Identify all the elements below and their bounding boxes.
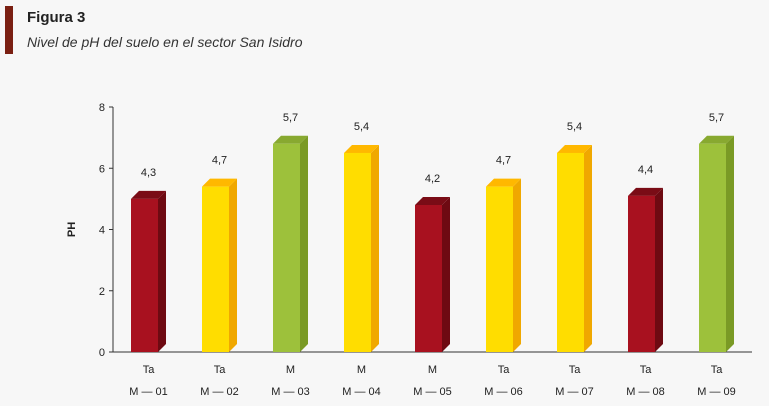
bar-front: [202, 186, 229, 352]
bar-top: [486, 178, 521, 187]
bar-side: [442, 197, 450, 352]
x-code-label: M: [286, 364, 295, 376]
figure-caption: Nivel de pH del suelo en el sector San I…: [27, 34, 303, 50]
bar-top: [699, 135, 734, 144]
x-code-label: Ta: [498, 364, 511, 376]
bar-side: [584, 144, 592, 352]
bar-front: [131, 198, 158, 352]
bar-front: [486, 186, 513, 352]
bar-top: [131, 190, 166, 199]
y-axis-label: PH: [66, 222, 78, 237]
bar-front: [273, 143, 300, 352]
bar-top: [415, 197, 450, 205]
data-label: 4,7: [212, 155, 227, 167]
y-tick-label: 2: [99, 286, 105, 298]
bar-front: [628, 195, 655, 352]
x-tick-label: M — 05: [413, 386, 452, 398]
bar-top: [202, 178, 237, 187]
x-code-label: Ta: [569, 364, 582, 376]
figure-accent-bar: [5, 6, 13, 54]
bar-side: [726, 135, 734, 352]
x-tick-label: M — 04: [342, 386, 381, 398]
bar-side: [655, 187, 663, 352]
bar-top: [628, 187, 663, 196]
x-tick-label: M — 09: [697, 386, 736, 398]
y-tick-label: 6: [99, 163, 105, 175]
data-label: 4,2: [425, 173, 440, 185]
chart-bars: [131, 135, 734, 352]
bar-5: [415, 197, 450, 352]
x-code-label: Ta: [214, 364, 227, 376]
x-tick-label: M — 03: [271, 386, 310, 398]
x-tick-label: M — 01: [129, 386, 168, 398]
bar-3: [273, 135, 308, 352]
bar-front: [557, 152, 584, 352]
x-code-label: Ta: [143, 364, 156, 376]
x-code-label: Ta: [640, 364, 653, 376]
data-label: 5,4: [567, 121, 582, 133]
bar-4: [344, 144, 379, 352]
bar-side: [229, 178, 237, 352]
bar-2: [202, 178, 237, 352]
data-label: 4,3: [141, 167, 156, 179]
x-tick-label: M — 07: [555, 386, 594, 398]
bar-side: [158, 190, 166, 352]
bar-8: [628, 187, 663, 352]
y-tick-label: 8: [99, 102, 105, 114]
x-code-label: Ta: [711, 364, 724, 376]
x-tick-label: M — 06: [484, 386, 523, 398]
y-tick-label: 0: [99, 347, 105, 359]
bar-7: [557, 144, 592, 352]
bar-top: [273, 135, 308, 144]
data-label: 4,4: [638, 164, 653, 176]
chart-labels: 4,3 Ta M — 01 4,7 Ta M — 02 5,7 M M — 03 5,4 M M — …: [129, 112, 736, 398]
bar-top: [344, 144, 379, 153]
bar-side: [513, 178, 521, 352]
data-label: 5,7: [283, 112, 298, 124]
bar-front: [415, 205, 442, 352]
x-code-label: M: [428, 364, 437, 376]
bar-top: [557, 144, 592, 153]
bar-side: [371, 144, 379, 352]
bar-front: [699, 143, 726, 352]
data-label: 5,7: [709, 112, 724, 124]
x-tick-label: M — 08: [626, 386, 665, 398]
x-code-label: M: [357, 364, 366, 376]
figure-title: Figura 3: [27, 9, 86, 26]
x-tick-label: M — 02: [200, 386, 239, 398]
data-label: 4,7: [496, 155, 511, 167]
y-tick-label: 4: [99, 225, 105, 237]
bar-6: [486, 178, 521, 352]
bar-9: [699, 135, 734, 352]
bar-front: [344, 152, 371, 352]
data-label: 5,4: [354, 121, 369, 133]
bar-1: [131, 190, 166, 352]
bar-side: [300, 135, 308, 352]
